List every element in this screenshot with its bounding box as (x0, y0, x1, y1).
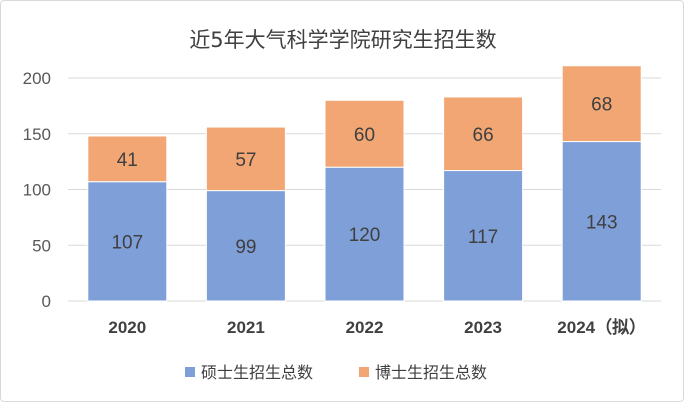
y-tick-label: 50 (32, 236, 51, 255)
bars: 107 41 99 57 120 60 117 66 143 68 (87, 65, 642, 302)
y-axis-ticks: 0 50 100 150 200 (23, 69, 51, 311)
bar-segment (443, 96, 524, 172)
data-label: 117 (468, 227, 498, 248)
legend-swatch (359, 367, 369, 377)
bar-segment (561, 141, 642, 302)
data-label: 57 (235, 150, 256, 171)
data-label: 99 (235, 237, 256, 258)
data-label: 41 (117, 150, 138, 171)
legend: 硕士生招生总数 博士生招生总数 (185, 363, 487, 382)
bar-segment (443, 170, 524, 302)
bar-segment (561, 65, 642, 143)
chart-title: 近5年大气科学学院研究生招生数 (189, 28, 496, 52)
x-tick-label: 2020 (108, 318, 146, 337)
bar-segment (87, 181, 168, 302)
data-label: 107 (111, 232, 143, 253)
x-tick-label: 2021 (227, 318, 265, 337)
data-label: 120 (349, 225, 381, 246)
x-tick-label: 2022 (346, 318, 384, 337)
x-axis-categories: 2020 2021 2022 2023 2024（拟） (108, 317, 646, 337)
bar-segment (324, 99, 405, 168)
y-tick-label: 200 (23, 69, 51, 88)
data-label: 143 (586, 212, 618, 233)
legend-label: 博士生招生总数 (375, 363, 487, 382)
legend-swatch (185, 367, 195, 377)
legend-label: 硕士生招生总数 (201, 363, 313, 382)
y-tick-label: 0 (42, 292, 51, 311)
x-tick-label: 2023 (464, 318, 502, 337)
bar-segment (87, 135, 168, 183)
y-tick-label: 100 (23, 181, 51, 200)
x-tick-label: 2024（拟） (557, 317, 646, 337)
bar-segment (205, 126, 286, 192)
data-label: 66 (473, 125, 494, 146)
data-label: 68 (591, 95, 612, 116)
y-tick-label: 150 (23, 125, 51, 144)
data-label: 60 (354, 125, 375, 146)
